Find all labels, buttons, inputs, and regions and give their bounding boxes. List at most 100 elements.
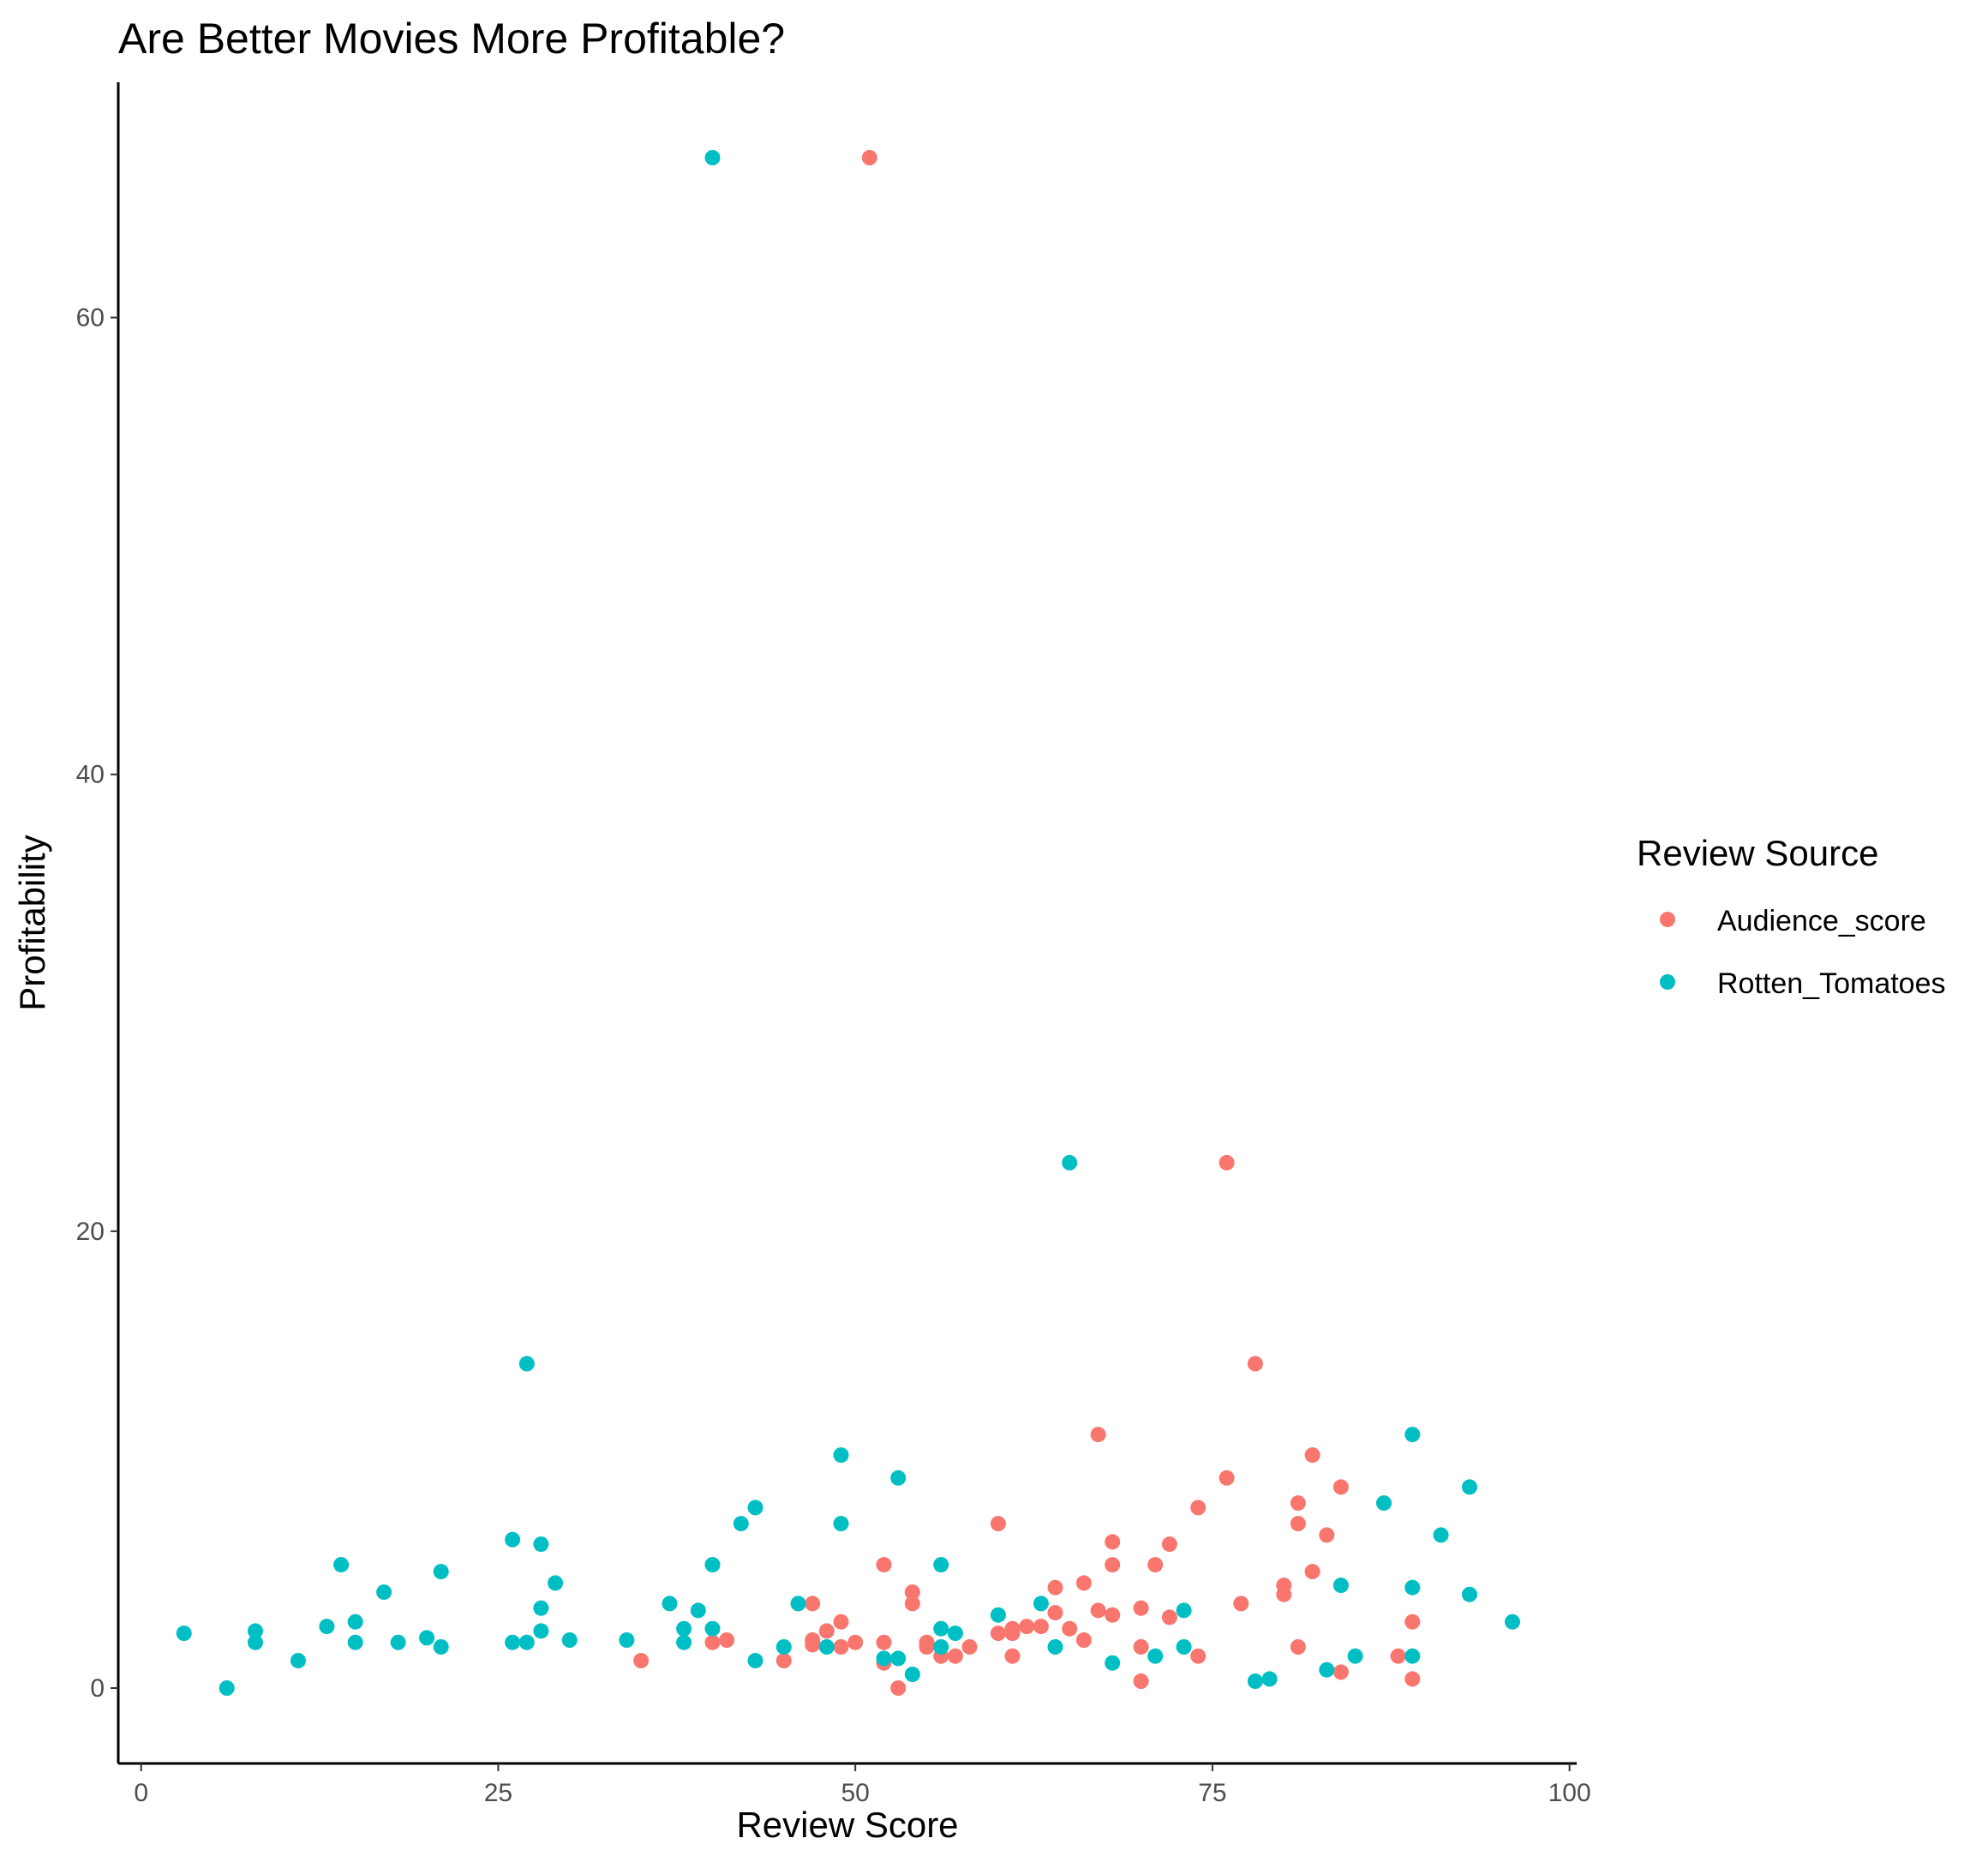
- data-point-rotten-tomatoes: [561, 1632, 578, 1648]
- data-point-audience-score: [1133, 1600, 1149, 1616]
- data-point-rotten-tomatoes: [1105, 1655, 1121, 1671]
- data-point-rotten-tomatoes: [533, 1623, 549, 1639]
- data-point-rotten-tomatoes: [690, 1602, 706, 1619]
- data-point-audience-score: [1290, 1516, 1306, 1532]
- legend-title: Review Source: [1637, 833, 1878, 873]
- data-point-rotten-tomatoes: [833, 1447, 849, 1464]
- data-point-audience-score: [1090, 1427, 1106, 1443]
- data-point-rotten-tomatoes: [1404, 1427, 1421, 1443]
- data-point-rotten-tomatoes: [1505, 1614, 1520, 1630]
- data-point-audience-score: [1190, 1648, 1207, 1664]
- data-point-rotten-tomatoes: [548, 1575, 564, 1591]
- data-point-rotten-tomatoes: [518, 1356, 535, 1372]
- data-point-rotten-tomatoes: [248, 1634, 263, 1650]
- data-point-audience-score: [633, 1653, 650, 1668]
- data-point-rotten-tomatoes: [533, 1600, 549, 1616]
- data-point-rotten-tomatoes: [833, 1516, 849, 1532]
- data-point-audience-score: [1390, 1648, 1406, 1664]
- data-point-rotten-tomatoes: [947, 1625, 963, 1642]
- points-layer: [176, 150, 1520, 1696]
- data-point-rotten-tomatoes: [1347, 1648, 1363, 1664]
- data-point-audience-score: [1075, 1632, 1092, 1648]
- data-point-audience-score: [1105, 1557, 1121, 1573]
- y-axis-ticks: 0 20 40 60: [76, 304, 118, 1703]
- data-point-audience-score: [1161, 1609, 1177, 1625]
- data-point-audience-score: [1247, 1356, 1263, 1372]
- data-point-rotten-tomatoes: [376, 1584, 392, 1601]
- data-point-rotten-tomatoes: [333, 1557, 350, 1573]
- legend-key-rotten-tomatoes: [1660, 974, 1675, 990]
- y-tick-label: 20: [76, 1218, 105, 1246]
- data-point-rotten-tomatoes: [1176, 1639, 1192, 1655]
- x-tick-label: 75: [1198, 1779, 1226, 1807]
- data-point-audience-score: [719, 1632, 735, 1648]
- data-point-rotten-tomatoes: [676, 1620, 692, 1637]
- data-point-audience-score: [1105, 1534, 1121, 1550]
- data-point-audience-score: [1105, 1607, 1121, 1623]
- data-point-rotten-tomatoes: [747, 1500, 763, 1516]
- data-point-audience-score: [1332, 1479, 1349, 1495]
- data-point-rotten-tomatoes: [890, 1470, 907, 1486]
- data-point-audience-score: [805, 1596, 821, 1612]
- data-point-audience-score: [704, 1634, 721, 1650]
- data-point-rotten-tomatoes: [347, 1634, 363, 1650]
- data-point-audience-score: [1004, 1648, 1021, 1664]
- data-point-rotten-tomatoes: [1176, 1602, 1192, 1619]
- data-point-rotten-tomatoes: [1404, 1579, 1421, 1596]
- data-point-audience-score: [990, 1516, 1006, 1532]
- data-point-audience-score: [1276, 1586, 1292, 1602]
- data-point-rotten-tomatoes: [890, 1650, 907, 1667]
- data-point-audience-score: [904, 1596, 920, 1612]
- data-point-rotten-tomatoes: [290, 1653, 306, 1668]
- data-point-rotten-tomatoes: [1433, 1527, 1449, 1543]
- data-point-rotten-tomatoes: [419, 1630, 435, 1646]
- data-point-rotten-tomatoes: [219, 1680, 235, 1696]
- data-point-rotten-tomatoes: [662, 1596, 678, 1612]
- y-tick-label: 0: [90, 1674, 105, 1703]
- data-point-audience-score: [904, 1584, 920, 1601]
- data-point-audience-score: [861, 150, 877, 165]
- data-point-audience-score: [833, 1639, 849, 1655]
- data-point-audience-score: [1047, 1579, 1063, 1596]
- data-point-rotten-tomatoes: [1404, 1648, 1421, 1664]
- legend-label-audience-score: Audience_score: [1717, 905, 1926, 937]
- data-point-audience-score: [1219, 1470, 1235, 1486]
- data-point-audience-score: [833, 1614, 849, 1630]
- data-point-rotten-tomatoes: [505, 1531, 521, 1548]
- data-point-audience-score: [1090, 1602, 1106, 1619]
- data-point-rotten-tomatoes: [704, 150, 721, 165]
- data-point-audience-score: [1075, 1575, 1092, 1591]
- data-point-rotten-tomatoes: [390, 1634, 406, 1650]
- legend-label-rotten-tomatoes: Rotten_Tomatoes: [1717, 967, 1946, 1000]
- data-point-rotten-tomatoes: [1247, 1673, 1263, 1689]
- data-point-rotten-tomatoes: [933, 1557, 949, 1573]
- data-point-rotten-tomatoes: [1062, 1154, 1078, 1170]
- x-tick-label: 100: [1548, 1779, 1591, 1807]
- data-point-rotten-tomatoes: [1147, 1648, 1164, 1664]
- data-point-rotten-tomatoes: [704, 1620, 721, 1637]
- x-axis-ticks: 0 25 50 75 100: [134, 1763, 1591, 1807]
- data-point-audience-score: [1319, 1527, 1335, 1543]
- data-point-audience-score: [947, 1648, 963, 1664]
- data-point-audience-score: [1047, 1605, 1063, 1621]
- legend-key-audience-score: [1660, 912, 1675, 927]
- data-point-rotten-tomatoes: [518, 1634, 535, 1650]
- data-point-audience-score: [890, 1680, 907, 1696]
- data-point-rotten-tomatoes: [1462, 1479, 1477, 1495]
- data-point-audience-score: [1304, 1564, 1320, 1580]
- data-point-audience-score: [1033, 1619, 1049, 1635]
- data-point-rotten-tomatoes: [904, 1667, 920, 1682]
- data-point-rotten-tomatoes: [533, 1536, 549, 1553]
- data-point-rotten-tomatoes: [1033, 1596, 1049, 1612]
- data-point-audience-score: [1404, 1671, 1421, 1687]
- data-point-audience-score: [876, 1557, 892, 1573]
- legend: Review Source Audience_score Rotten_Toma…: [1637, 833, 1946, 1000]
- data-point-audience-score: [1133, 1639, 1149, 1655]
- data-point-audience-score: [1004, 1625, 1021, 1642]
- data-point-rotten-tomatoes: [818, 1639, 835, 1655]
- data-point-audience-score: [1161, 1536, 1177, 1553]
- data-point-rotten-tomatoes: [1319, 1661, 1335, 1678]
- data-point-audience-score: [919, 1639, 935, 1655]
- data-point-audience-score: [1290, 1639, 1306, 1655]
